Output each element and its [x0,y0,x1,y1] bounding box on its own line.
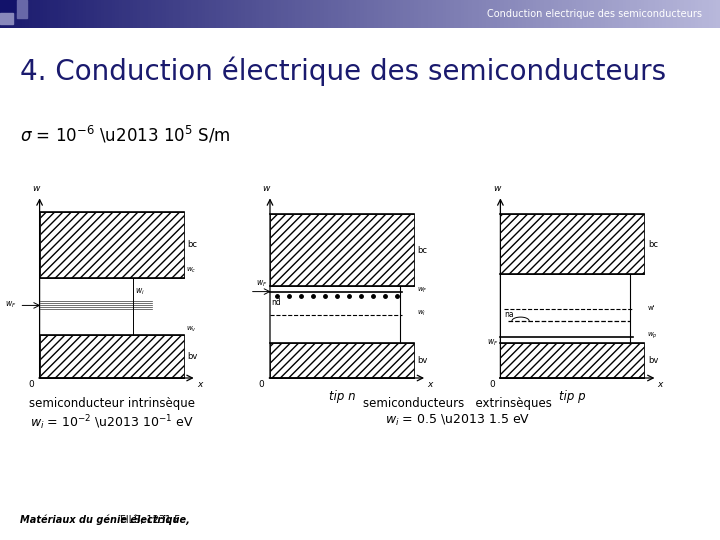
Text: $w_i$ = 0.5 \u2013 1.5 eV: $w_i$ = 0.5 \u2013 1.5 eV [384,413,530,428]
Text: 0: 0 [489,380,495,389]
Bar [40,212,184,278]
Text: semiconducteur intrinsèque: semiconducteur intrinsèque [29,397,194,410]
Text: $w_i$: $w_i$ [135,286,145,297]
Text: nd: nd [271,298,282,307]
Text: $w_F$: $w_F$ [5,299,17,309]
Text: Matériaux du génie électrique,: Matériaux du génie électrique, [20,515,190,525]
Text: $w_F$: $w_F$ [487,338,498,348]
Text: tip p: tip p [559,390,585,403]
Text: $w_c$: $w_c$ [186,266,197,275]
Text: tip n: tip n [329,390,355,403]
Text: x: x [657,380,663,389]
Bar [0,0,17,12]
Text: w: w [493,184,500,193]
Text: Conduction electrique des semiconducteurs: Conduction electrique des semiconducteur… [487,9,702,19]
Text: bc: bc [187,240,197,249]
Text: bc: bc [418,246,428,255]
Text: $\sigma$ = 10$^{-6}$ \u2013 10$^{5}$ S/m: $\sigma$ = 10$^{-6}$ \u2013 10$^{5}$ S/m [20,124,230,145]
Text: bv: bv [418,356,428,365]
Text: x: x [197,380,202,389]
Text: $w_v$: $w_v$ [186,325,197,334]
Text: 0: 0 [258,380,264,389]
Text: $w_i$ = 10$^{-2}$ \u2013 10$^{-1}$ eV: $w_i$ = 10$^{-2}$ \u2013 10$^{-1}$ eV [30,413,194,432]
Text: w: w [263,184,270,193]
Bar [500,214,644,274]
Bar [40,335,184,378]
Text: bv: bv [187,352,197,361]
Text: $w_F$: $w_F$ [417,286,428,295]
Bar [500,343,644,378]
Bar [17,0,27,18]
Text: semiconducteurs   extrinsèques: semiconducteurs extrinsèques [363,397,552,410]
Text: $w_p$: $w_p$ [647,330,658,341]
Text: $w_i$: $w_i$ [417,309,426,319]
Text: $w_F$: $w_F$ [256,279,268,289]
Text: na: na [504,310,513,319]
Text: FILS, 1231 F: FILS, 1231 F [117,515,180,525]
Text: 4. Conduction électrique des semiconducteurs: 4. Conduction électrique des semiconduct… [20,57,666,86]
Text: w': w' [647,305,655,311]
Bar [0,13,13,24]
Text: bc: bc [648,240,658,248]
Text: x: x [427,380,433,389]
Bar [270,214,414,286]
Text: bv: bv [648,356,658,365]
Text: w: w [32,184,40,193]
Text: 0: 0 [28,380,34,389]
Bar [270,343,414,378]
